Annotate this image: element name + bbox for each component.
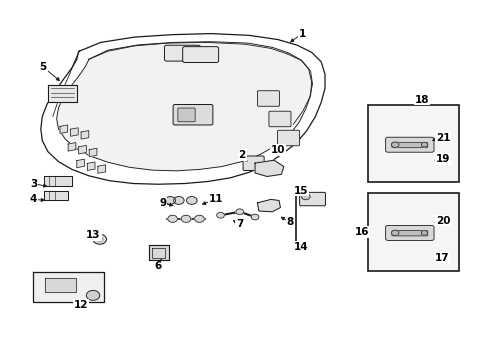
Circle shape (216, 212, 224, 218)
Polygon shape (148, 245, 168, 260)
FancyBboxPatch shape (183, 47, 218, 63)
Circle shape (391, 142, 398, 148)
Polygon shape (68, 143, 76, 151)
Text: 5: 5 (40, 62, 47, 72)
Circle shape (164, 197, 175, 204)
Circle shape (301, 193, 309, 200)
Text: 13: 13 (86, 230, 101, 240)
Text: 18: 18 (414, 95, 428, 104)
FancyBboxPatch shape (299, 192, 325, 206)
Text: 7: 7 (236, 219, 243, 229)
Polygon shape (44, 191, 68, 201)
FancyBboxPatch shape (173, 104, 212, 125)
FancyBboxPatch shape (367, 193, 458, 271)
Circle shape (86, 291, 100, 300)
Text: 3: 3 (30, 179, 37, 189)
Text: 16: 16 (354, 227, 368, 237)
Polygon shape (87, 162, 95, 171)
FancyBboxPatch shape (277, 130, 299, 146)
FancyBboxPatch shape (178, 108, 195, 122)
FancyBboxPatch shape (268, 111, 290, 127)
Text: 8: 8 (286, 217, 293, 227)
Circle shape (251, 214, 258, 220)
Text: 9: 9 (159, 198, 166, 208)
Text: 10: 10 (270, 145, 285, 155)
FancyBboxPatch shape (385, 137, 433, 152)
FancyBboxPatch shape (164, 45, 200, 61)
Text: 1: 1 (298, 28, 305, 39)
Polygon shape (79, 145, 86, 154)
FancyBboxPatch shape (243, 156, 264, 171)
Polygon shape (255, 160, 283, 176)
Polygon shape (33, 272, 103, 302)
Text: 6: 6 (154, 261, 162, 271)
FancyBboxPatch shape (391, 230, 427, 236)
Polygon shape (257, 199, 280, 212)
Text: 12: 12 (73, 300, 88, 310)
FancyBboxPatch shape (385, 225, 433, 240)
Polygon shape (60, 125, 67, 134)
Polygon shape (44, 278, 76, 292)
Circle shape (167, 215, 177, 222)
Polygon shape (48, 85, 77, 102)
Text: 20: 20 (435, 216, 450, 226)
Text: 19: 19 (435, 154, 449, 164)
Polygon shape (81, 131, 89, 139)
FancyBboxPatch shape (257, 91, 279, 106)
Polygon shape (44, 176, 72, 186)
Polygon shape (70, 128, 78, 136)
Circle shape (93, 234, 106, 244)
Polygon shape (57, 42, 311, 171)
FancyBboxPatch shape (367, 105, 458, 183)
Circle shape (181, 215, 190, 222)
Text: 15: 15 (293, 186, 307, 195)
Polygon shape (41, 33, 325, 184)
Circle shape (421, 231, 427, 235)
Polygon shape (98, 165, 105, 173)
Polygon shape (77, 159, 84, 168)
Circle shape (186, 197, 197, 204)
Text: 14: 14 (293, 242, 308, 252)
Polygon shape (89, 148, 97, 157)
Circle shape (173, 197, 184, 204)
Circle shape (421, 143, 427, 147)
Circle shape (235, 209, 243, 215)
Text: 2: 2 (238, 150, 245, 160)
Text: 11: 11 (208, 194, 223, 204)
Text: 17: 17 (434, 253, 448, 262)
Circle shape (391, 230, 398, 236)
Circle shape (96, 237, 103, 242)
Text: 4: 4 (30, 194, 37, 204)
FancyBboxPatch shape (391, 142, 427, 148)
Text: 21: 21 (435, 133, 450, 143)
Circle shape (194, 215, 204, 222)
